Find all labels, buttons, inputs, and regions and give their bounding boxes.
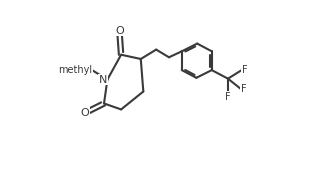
Text: F: F — [241, 84, 246, 94]
Text: O: O — [81, 108, 90, 118]
Text: N: N — [99, 75, 108, 84]
Text: methyl: methyl — [58, 65, 92, 75]
Text: F: F — [225, 92, 231, 102]
Text: O: O — [115, 26, 124, 36]
Text: F: F — [242, 65, 247, 75]
